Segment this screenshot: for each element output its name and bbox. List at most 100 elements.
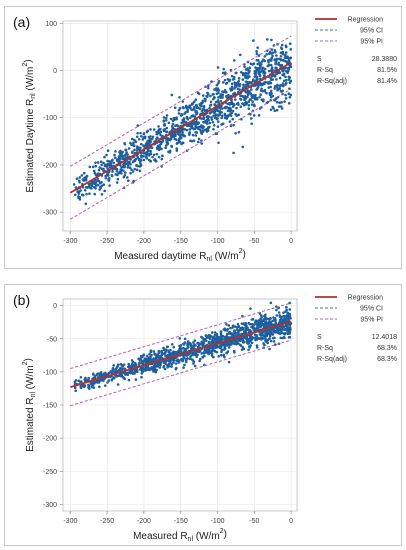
data-point — [239, 98, 243, 101]
x-axis-label-xlabel-close: ) — [224, 529, 227, 540]
data-point — [74, 379, 78, 382]
data-point — [221, 71, 225, 75]
data-point — [284, 310, 287, 313]
data-point — [102, 161, 105, 165]
data-point — [212, 114, 215, 118]
x-axis-label-xlabel-close: ) — [242, 249, 245, 260]
data-point — [270, 57, 273, 60]
data-point — [173, 137, 177, 141]
data-point — [72, 183, 76, 186]
data-point — [148, 137, 152, 141]
data-point — [254, 73, 258, 77]
data-point — [198, 359, 201, 363]
data-point — [262, 342, 265, 345]
data-point — [189, 139, 192, 143]
data-point — [129, 158, 133, 161]
data-point — [212, 127, 215, 131]
data-point — [178, 337, 182, 340]
data-point — [168, 137, 172, 141]
data-point — [105, 153, 108, 157]
data-point — [249, 92, 252, 95]
data-point — [211, 110, 214, 113]
data-point — [149, 128, 152, 131]
data-point — [170, 362, 174, 366]
data-point — [227, 324, 231, 327]
upper-prediction-interval-line — [70, 302, 292, 370]
data-point — [139, 146, 142, 150]
data-point — [181, 130, 184, 134]
data-point — [162, 129, 166, 133]
data-point — [284, 78, 288, 82]
data-point — [189, 357, 192, 360]
data-point — [194, 98, 198, 101]
data-point — [186, 357, 189, 360]
data-point — [249, 117, 253, 120]
data-point — [279, 317, 283, 320]
data-point — [237, 338, 241, 341]
data-point — [224, 343, 228, 346]
data-point — [219, 344, 223, 348]
data-point — [219, 332, 223, 336]
data-point — [217, 354, 221, 358]
data-point — [241, 86, 245, 89]
data-point — [133, 363, 137, 367]
stat-value: 68.3% — [377, 356, 397, 363]
data-point — [175, 149, 179, 152]
data-point — [176, 124, 180, 128]
data-point — [225, 329, 229, 332]
data-point — [268, 317, 271, 321]
data-point — [228, 78, 232, 82]
data-point — [178, 347, 182, 350]
data-point — [274, 66, 277, 70]
data-point — [127, 147, 131, 150]
data-point — [121, 154, 124, 158]
data-point — [197, 137, 201, 141]
data-point — [85, 174, 89, 178]
data-point — [208, 337, 212, 341]
x-axis-label-xlabel-unit: (W/m — [193, 531, 220, 542]
data-point — [130, 364, 134, 368]
data-point — [285, 81, 288, 85]
data-point — [288, 76, 292, 79]
data-point — [238, 88, 241, 92]
data-point — [114, 156, 117, 160]
data-point — [256, 85, 260, 89]
data-point — [221, 122, 225, 125]
data-point — [183, 363, 186, 367]
data-point — [284, 93, 287, 97]
data-point — [246, 67, 249, 70]
data-point — [278, 84, 282, 87]
data-point — [173, 106, 177, 109]
data-point — [202, 351, 205, 355]
data-point — [208, 106, 211, 110]
data-point — [236, 322, 240, 326]
panel-label-a: (a) — [13, 14, 31, 30]
data-point — [242, 83, 245, 87]
data-point — [235, 328, 239, 331]
data-point — [200, 342, 203, 346]
data-point — [136, 131, 139, 135]
data-point — [279, 105, 283, 108]
data-point — [120, 165, 123, 169]
data-point — [189, 347, 193, 351]
data-point — [169, 348, 172, 352]
data-point — [130, 371, 134, 375]
data-point — [184, 104, 188, 108]
y-tick-label: 100 — [45, 21, 57, 28]
data-point — [258, 73, 262, 77]
data-point — [215, 350, 219, 354]
data-point — [186, 346, 189, 349]
x-tick-label: -150 — [174, 518, 188, 525]
data-point — [152, 128, 156, 131]
data-point — [191, 358, 194, 362]
data-point — [232, 342, 236, 345]
data-point — [256, 77, 259, 81]
data-point — [259, 317, 262, 321]
data-point — [164, 116, 168, 120]
data-point — [92, 376, 96, 380]
data-point — [122, 157, 126, 160]
data-point — [241, 71, 245, 75]
data-point — [242, 103, 246, 107]
data-point — [232, 123, 235, 127]
data-point — [264, 320, 267, 324]
